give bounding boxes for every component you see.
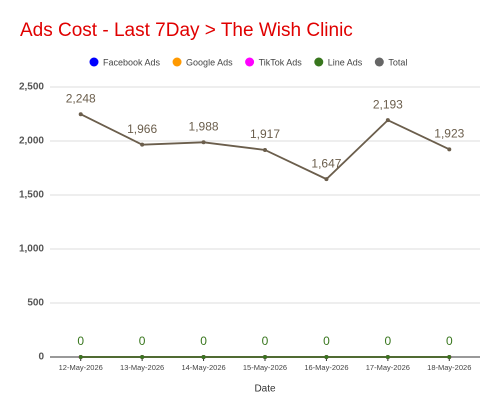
data-label: 0 [446,334,453,348]
data-label: 1,917 [250,127,280,141]
legend-swatch [89,57,99,67]
data-label: 1,988 [189,119,219,133]
data-point [263,355,267,359]
y-tick-label: 1,000 [19,244,44,255]
legend-label: Facebook Ads [103,57,161,67]
legend-label: TikTok Ads [259,57,303,67]
data-point [385,118,390,123]
data-point [447,147,452,152]
data-label: 2,193 [373,97,403,111]
data-point [78,355,83,359]
legend-swatch [172,57,182,67]
data-point [140,142,145,147]
data-label: 2,248 [66,91,96,105]
y-tick-label: 2,000 [19,136,44,147]
x-tick-label: 13-May-2026 [120,363,164,372]
y-tick-label: 2,500 [19,82,44,93]
data-point [324,355,329,359]
data-label: 0 [385,334,392,348]
data-point [140,355,145,359]
legend-swatch [314,57,324,67]
data-point [201,355,206,359]
x-tick-label: 15-May-2026 [243,363,287,372]
data-label: 1,923 [434,126,464,140]
legend-swatch [245,57,255,67]
x-tick-label: 14-May-2026 [181,363,225,372]
y-tick-label: 0 [38,352,44,363]
x-tick-label: 17-May-2026 [366,363,410,372]
y-tick-label: 500 [27,298,44,309]
legend-label: Google Ads [186,57,233,67]
chart-title: Ads Cost - Last 7Day > The Wish Clinic [20,20,353,41]
data-label: 0 [262,334,269,348]
data-point [385,355,390,359]
data-label: 0 [77,334,84,348]
data-label: 0 [323,334,330,348]
data-label: 0 [139,334,146,348]
data-point [324,177,329,182]
data-label: 1,647 [311,156,341,170]
x-axis-label: Date [254,384,276,395]
x-tick-label: 18-May-2026 [427,363,471,372]
data-point [447,355,452,359]
data-label: 0 [200,334,207,348]
legend-swatch [374,57,384,67]
data-point [201,140,206,145]
x-tick-label: 16-May-2026 [304,363,348,372]
y-tick-label: 1,500 [19,190,44,201]
x-tick-label: 12-May-2026 [59,363,103,372]
legend-label: Total [388,57,407,67]
legend-label: Line Ads [328,57,363,67]
data-point [78,112,83,117]
data-point [263,147,267,152]
data-label: 1,966 [127,122,157,136]
